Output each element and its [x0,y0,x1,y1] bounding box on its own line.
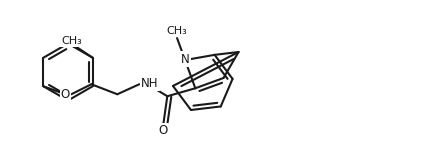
Text: CH₃: CH₃ [167,26,187,36]
Text: NH: NH [141,77,159,90]
Text: N: N [181,53,190,66]
Text: O: O [61,88,70,101]
Text: CH₃: CH₃ [61,36,82,46]
Text: O: O [159,124,168,137]
